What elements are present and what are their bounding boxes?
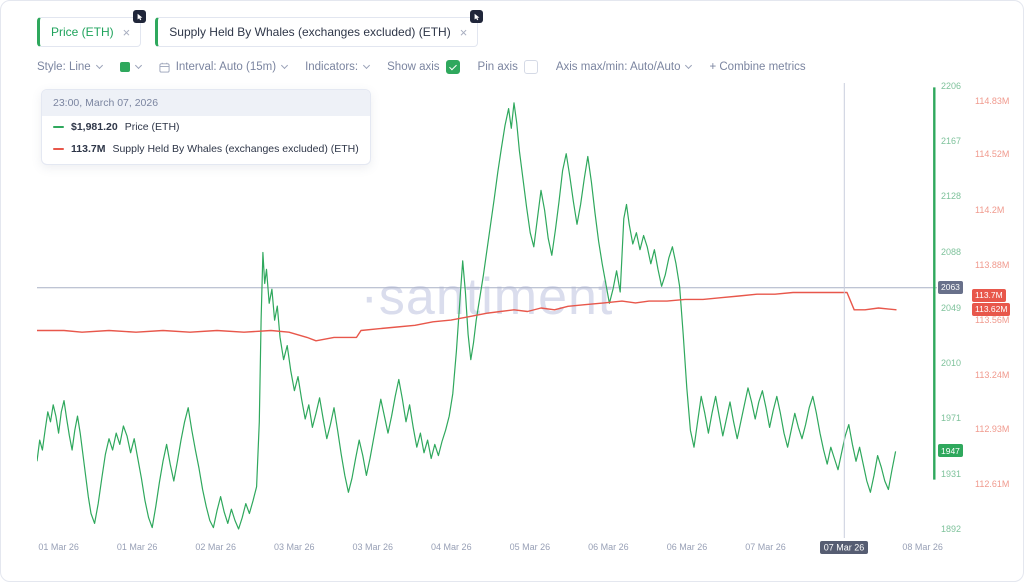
supply-axis-tick: 114.52M	[975, 149, 1010, 160]
santiment-watermark: ·santiment	[360, 268, 614, 326]
supply-y-axis: 114.83M 114.52M 114.2M 113.88M 113.56M 113.24…	[972, 83, 1023, 538]
x-axis-label-highlighted: 07 Mar 26	[812, 540, 876, 554]
chevron-down-icon	[134, 61, 142, 70]
price-axis-tick: 2049	[941, 302, 962, 313]
supply-axis-tick: 113.24M	[975, 370, 1010, 381]
close-icon[interactable]: ×	[122, 24, 131, 40]
tooltip-supply-value: 113.7M	[71, 143, 106, 155]
price-series-dash-icon	[53, 126, 64, 128]
price-axis-badge: 2063	[938, 280, 963, 294]
interval-label: Interval: Auto (15m)	[175, 61, 277, 73]
supply-axis-tick: 114.2M	[975, 204, 1005, 215]
x-axis-label: 04 Mar 26	[431, 542, 472, 552]
color-swatch-dropdown[interactable]	[119, 61, 142, 72]
chevron-down-icon	[281, 61, 289, 70]
chevron-down-icon	[685, 61, 693, 70]
price-axis-tick: 1931	[941, 468, 962, 479]
price-axis-tick: 2088	[941, 247, 962, 258]
indicators-dropdown[interactable]: Indicators:	[305, 61, 371, 73]
pin-axis-toggle[interactable]: Pin axis	[478, 60, 538, 74]
show-axis-checkbox[interactable]	[445, 60, 460, 74]
supply-axis-tick: 112.93M	[975, 423, 1010, 434]
x-axis-label: 01 Mar 26	[116, 542, 158, 552]
color-swatch	[119, 62, 130, 72]
metric-tabs: Price (ETH) × Supply Held By Whales (exc…	[37, 10, 484, 47]
axis-maxmin-label: Axis max/min: Auto/Auto	[555, 61, 681, 73]
axis-maxmin-dropdown[interactable]: Axis max/min: Auto/Auto	[555, 61, 693, 73]
pin-axis-label: Pin axis	[477, 61, 518, 73]
series-line-red	[37, 291, 897, 342]
x-axis-label: 05 Mar 26	[509, 542, 551, 552]
pin-axis-checkbox[interactable]	[523, 60, 538, 74]
supply-axis-tick: 113.88M	[975, 259, 1010, 270]
show-axis-label: Show axis	[387, 61, 440, 73]
tooltip-row-supply: 113.7M Supply Held By Whales (exchanges …	[42, 138, 370, 164]
x-axis-label: 02 Mar 26	[195, 542, 236, 552]
tab-supply-label: Supply Held By Whales (exchanges exclude…	[169, 25, 451, 39]
x-axis: 01 Mar 26 01 Mar 26 02 Mar 26 03 Mar 26 03 M…	[37, 540, 943, 558]
chevron-down-icon	[363, 61, 371, 70]
combine-metrics-button[interactable]: + Combine metrics	[709, 61, 805, 73]
tooltip-timestamp: 23:00, March 07, 2026	[42, 90, 370, 116]
price-axis-tick: 2010	[941, 357, 962, 368]
x-axis-label: 08 Mar 26	[902, 542, 943, 552]
x-axis-label: 06 Mar 26	[666, 542, 708, 552]
tooltip-price-value: $1,981.20	[71, 121, 118, 133]
chart-plot[interactable]	[37, 83, 937, 538]
supply-axis-tick: 114.83M	[975, 96, 1010, 106]
chevron-down-icon	[95, 61, 103, 70]
indicators-label: Indicators:	[305, 61, 359, 73]
series-line-green	[37, 102, 897, 530]
tab-price-label: Price (ETH)	[51, 25, 114, 39]
supply-series-dash-icon	[53, 148, 64, 150]
chart-toolbar: Style: Line Interval: Auto (15m) Indicat…	[37, 60, 806, 74]
combine-metrics-label: + Combine metrics	[709, 61, 806, 73]
price-y-axis: 2206 2167 2128 2088 2049 2010 1971 1931 1892 2063…	[938, 81, 973, 538]
chart-tooltip: 23:00, March 07, 2026 $1,981.20 Price (E…	[41, 89, 371, 165]
close-icon[interactable]: ×	[459, 24, 468, 40]
tab-price-eth[interactable]: Price (ETH) ×	[37, 10, 147, 47]
price-axis-tick: 2167	[941, 136, 962, 147]
style-label: Style: Line	[37, 61, 91, 73]
x-axis-label: 03 Mar 26	[352, 542, 394, 552]
x-axis-label: 03 Mar 26	[273, 542, 315, 552]
tooltip-supply-label: Supply Held By Whales (exchanges exclude…	[112, 143, 359, 155]
supply-axis-badge: 113.7M	[972, 288, 1006, 302]
price-axis-tick: 2206	[941, 81, 962, 91]
show-axis-toggle[interactable]: Show axis	[387, 60, 460, 74]
tooltip-price-label: Price (ETH)	[124, 121, 180, 133]
x-axis-label: 06 Mar 26	[588, 542, 629, 552]
price-axis-badge: 1947	[938, 444, 963, 458]
price-axis-tick: 1971	[941, 412, 962, 423]
supply-axis-tick: 113.56M	[975, 315, 1010, 326]
x-axis-label: 07 Mar 26	[745, 542, 786, 552]
supply-axis-tick: 112.61M	[975, 479, 1010, 489]
interval-dropdown[interactable]: Interval: Auto (15m)	[159, 61, 289, 73]
supply-axis-badge: 113.62M	[972, 302, 1011, 316]
price-axis-tick: 2128	[941, 191, 962, 202]
tab-supply-whales[interactable]: Supply Held By Whales (exchanges exclude…	[155, 10, 484, 47]
style-dropdown[interactable]: Style: Line	[37, 61, 103, 73]
drag-cursor-icon	[470, 10, 484, 23]
drag-cursor-icon	[133, 10, 147, 23]
x-axis-label: 01 Mar 26	[38, 542, 79, 552]
price-axis-tick: 1892	[941, 524, 962, 534]
interval-icon	[159, 62, 170, 73]
tooltip-row-price: $1,981.20 Price (ETH)	[42, 116, 370, 138]
